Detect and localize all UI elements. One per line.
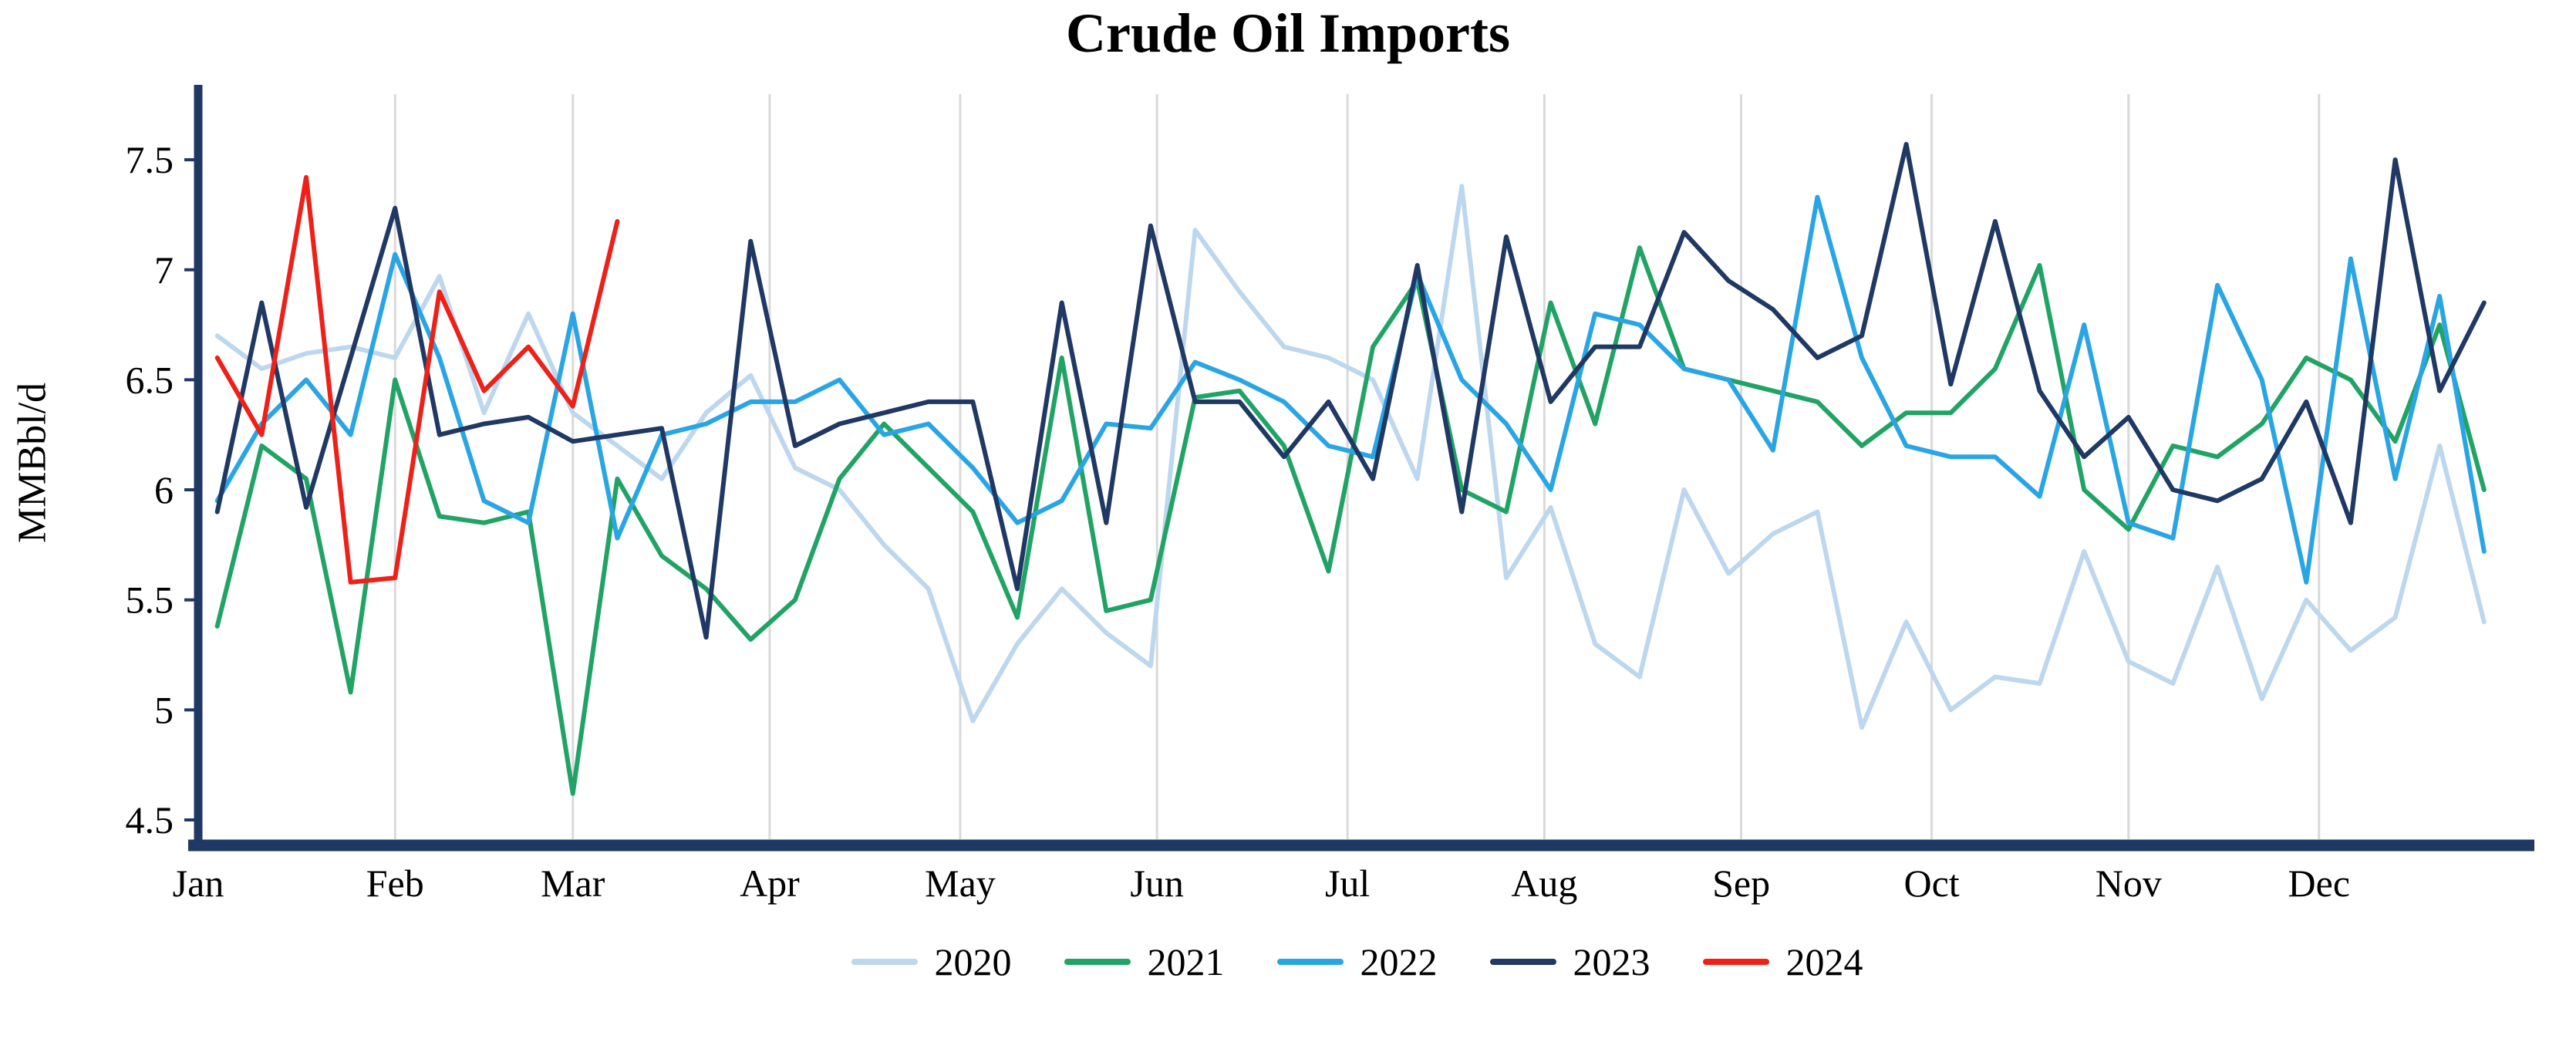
y-tick-label: 7 <box>154 248 174 292</box>
legend-swatch-2021 <box>1064 959 1131 965</box>
line-chart-canvas: 4.5 5 5.5 6 6.5 7 7.5 Jan Feb Mar Apr May Jun Jul Aug S… <box>126 85 2534 905</box>
legend-swatch-2024 <box>1702 959 1769 965</box>
legend-item-2022: 2022 <box>1276 939 1438 984</box>
x-tick-label-Aug: Aug <box>1511 862 1577 905</box>
x-tick-label-May: May <box>925 862 996 905</box>
series-line-2023 <box>214 142 2487 640</box>
x-tick-label-Jun: Jun <box>1130 862 1183 905</box>
legend-swatch-2023 <box>1489 959 1556 965</box>
legend-item-2024: 2024 <box>1702 939 1863 984</box>
legend-item-2021: 2021 <box>1064 939 1225 984</box>
x-tick-label-Sep: Sep <box>1712 862 1770 905</box>
x-tick-label-Dec: Dec <box>2288 862 2351 905</box>
x-tick-label-Oct: Oct <box>1903 862 1959 905</box>
y-tick-label: 7.5 <box>126 138 174 181</box>
legend-label-2020: 2020 <box>934 940 1012 983</box>
series-line-2021 <box>214 245 2487 796</box>
series-line-2024 <box>214 174 620 585</box>
legend-item-2023: 2023 <box>1489 939 1650 984</box>
y-tick-label: 6.5 <box>126 358 174 401</box>
legend-label-2024: 2024 <box>1785 940 1863 983</box>
legend-item-2020: 2020 <box>851 939 1012 984</box>
x-tick-label-Jul: Jul <box>1325 862 1370 905</box>
x-tick-label-Jan: Jan <box>173 862 224 905</box>
x-tick-label-Apr: Apr <box>740 862 800 905</box>
legend-label-2021: 2021 <box>1147 940 1225 983</box>
legend-label-2022: 2022 <box>1360 940 1438 983</box>
y-tick-label: 6 <box>154 468 174 511</box>
x-tick-label-Mar: Mar <box>541 862 605 905</box>
legend-label-2023: 2023 <box>1573 940 1650 983</box>
y-tick-label: 5 <box>154 688 174 731</box>
x-tick-label-Feb: Feb <box>366 862 424 905</box>
y-tick-label: 4.5 <box>126 798 174 842</box>
x-tick-label-Nov: Nov <box>2096 862 2162 905</box>
legend: 2020 2021 2022 2023 2024 <box>198 939 2516 984</box>
chart-title: Crude Oil Imports <box>1066 2 1510 64</box>
legend-swatch-2022 <box>1276 959 1344 965</box>
series-line-2022 <box>214 194 2487 585</box>
y-tick-label: 5.5 <box>126 578 174 622</box>
legend-swatch-2020 <box>851 959 918 965</box>
